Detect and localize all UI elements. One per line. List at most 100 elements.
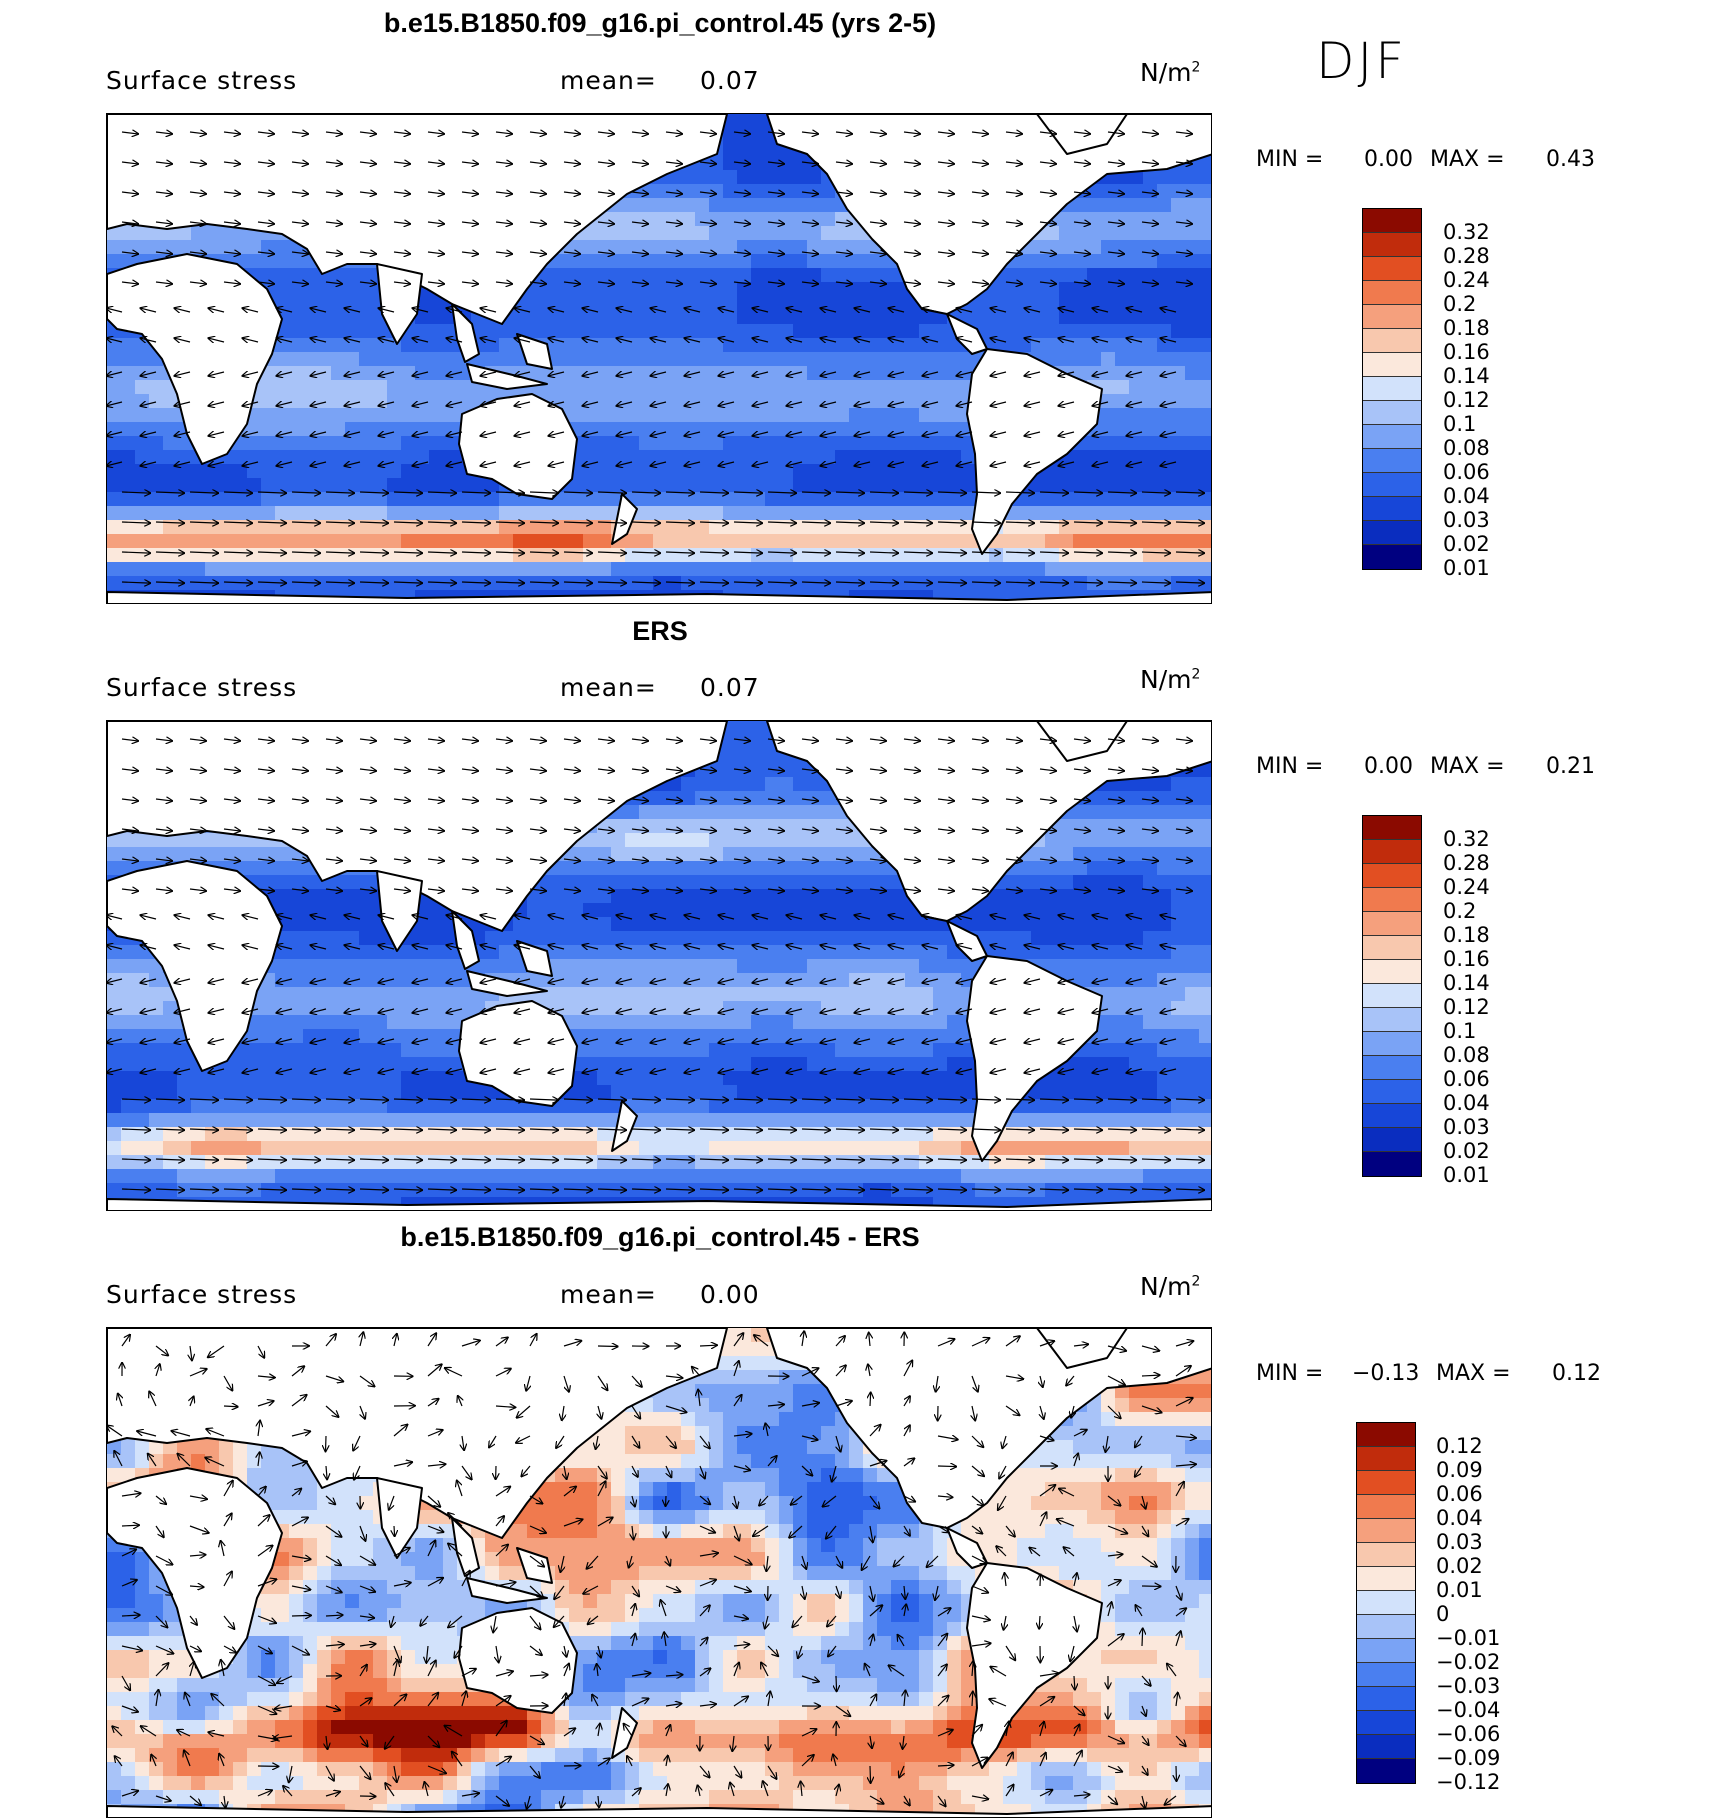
max-value: 0.12 <box>1552 1361 1601 1386</box>
colorbar-swatch <box>1357 1639 1415 1663</box>
colorbar-tick-label: 0.32 <box>1443 827 1490 851</box>
max-label: MAX = <box>1436 1361 1511 1386</box>
mean-value: 0.07 <box>700 673 760 702</box>
colorbar-swatch <box>1363 912 1421 936</box>
colorbar-tick-label: −0.09 <box>1436 1746 1500 1770</box>
colorbar-swatch <box>1363 1152 1421 1176</box>
colorbar-tick-label: −0.06 <box>1436 1722 1500 1746</box>
colorbar-tick-label: 0.16 <box>1443 340 1490 364</box>
colorbar-swatch <box>1363 840 1421 864</box>
colorbar-swatch <box>1363 473 1421 497</box>
colorbar-swatch <box>1363 449 1421 473</box>
colorbar-tick-label: −0.03 <box>1436 1674 1500 1698</box>
variable-label: Surface stress <box>106 673 297 702</box>
colorbar-swatch <box>1363 1104 1421 1128</box>
min-label: MIN = <box>1256 754 1323 779</box>
colorbar-difference <box>1356 1422 1416 1784</box>
colorbar-swatch <box>1357 1423 1415 1447</box>
colorbar-tick-label: 0.1 <box>1443 412 1490 436</box>
colorbar-tick-label: −0.01 <box>1436 1626 1500 1650</box>
colorbar-swatch <box>1363 281 1421 305</box>
panel-title: b.e15.B1850.f09_g16.pi_control.45 - ERS <box>0 1222 1320 1253</box>
colorbar-swatch <box>1363 1080 1421 1104</box>
min-label: MIN = <box>1256 147 1323 172</box>
max-value: 0.21 <box>1546 754 1595 779</box>
colorbar-swatch <box>1363 1008 1421 1032</box>
colorbar-swatch <box>1357 1495 1415 1519</box>
colorbar-swatch <box>1363 960 1421 984</box>
colorbar-tick-label: 0.14 <box>1443 364 1490 388</box>
colorbar-swatch <box>1363 1128 1421 1152</box>
colorbar-tick-label: 0.02 <box>1443 1139 1490 1163</box>
colorbar-swatch <box>1363 257 1421 281</box>
colorbar-swatch <box>1363 1032 1421 1056</box>
colorbar-swatch <box>1363 425 1421 449</box>
colorbar-tick-label: 0.06 <box>1443 1067 1490 1091</box>
colorbar-tick-label: 0.28 <box>1443 244 1490 268</box>
min-label: MIN = <box>1256 1361 1323 1386</box>
colorbar-swatch <box>1363 233 1421 257</box>
colorbar-tick-label: 0.12 <box>1436 1434 1500 1458</box>
panel-title: b.e15.B1850.f09_g16.pi_control.45 (yrs 2… <box>0 8 1320 39</box>
mean-label: mean= <box>560 66 657 95</box>
mean-label: mean= <box>560 1280 657 1309</box>
colorbar-tick-label: 0.2 <box>1443 292 1490 316</box>
colorbar-tick-label: 0.32 <box>1443 220 1490 244</box>
colorbar-tick-label: 0.12 <box>1443 995 1490 1019</box>
colorbar-swatch <box>1357 1519 1415 1543</box>
colorbar-swatch <box>1363 497 1421 521</box>
colorbar-swatch <box>1363 545 1421 569</box>
colorbar-swatch <box>1357 1687 1415 1711</box>
colorbar-swatch <box>1357 1663 1415 1687</box>
units-label: N/m2 <box>1140 1272 1200 1301</box>
colorbar-model <box>1362 208 1422 570</box>
colorbar-swatch <box>1363 816 1421 840</box>
colorbar-swatch <box>1357 1591 1415 1615</box>
colorbar-swatch <box>1357 1471 1415 1495</box>
season-label: DJF <box>1316 32 1407 90</box>
max-value: 0.43 <box>1546 147 1595 172</box>
map-canvas <box>107 721 1212 1211</box>
colorbar-tick-label: 0.2 <box>1443 899 1490 923</box>
colorbar-swatch <box>1363 864 1421 888</box>
colorbar-swatch <box>1363 401 1421 425</box>
colorbar-tick-label: 0.03 <box>1436 1530 1500 1554</box>
colorbar-tick-label: 0.02 <box>1443 532 1490 556</box>
colorbar-swatch <box>1357 1567 1415 1591</box>
colorbar-tick-label: 0.01 <box>1443 1163 1490 1187</box>
map-panel-ers <box>106 720 1212 1211</box>
colorbar-swatch <box>1363 329 1421 353</box>
colorbar-tick-label: 0.16 <box>1443 947 1490 971</box>
map-canvas <box>107 1328 1212 1818</box>
colorbar-swatch <box>1363 936 1421 960</box>
colorbar-tick-label: 0.09 <box>1436 1458 1500 1482</box>
colorbar-swatch <box>1357 1759 1415 1783</box>
colorbar-tick-label: 0.12 <box>1443 388 1490 412</box>
colorbar-swatch <box>1357 1735 1415 1759</box>
min-value: −0.13 <box>1352 1361 1419 1386</box>
variable-label: Surface stress <box>106 1280 297 1309</box>
colorbar-swatch <box>1363 1056 1421 1080</box>
map-panel-difference <box>106 1327 1212 1818</box>
colorbar-swatch <box>1363 377 1421 401</box>
colorbar-tick-label: 0.24 <box>1443 875 1490 899</box>
map-panel-model <box>106 113 1212 604</box>
max-label: MAX = <box>1430 754 1505 779</box>
colorbar-tick-label: 0.04 <box>1443 484 1490 508</box>
colorbar-swatch <box>1363 984 1421 1008</box>
colorbar-tick-label: 0.24 <box>1443 268 1490 292</box>
colorbar-tick-label: 0.06 <box>1443 460 1490 484</box>
colorbar-swatch <box>1363 353 1421 377</box>
colorbar-swatch <box>1363 305 1421 329</box>
colorbar-swatch <box>1363 521 1421 545</box>
colorbar-tick-label: 0.18 <box>1443 923 1490 947</box>
variable-label: Surface stress <box>106 66 297 95</box>
colorbar-ers <box>1362 815 1422 1177</box>
map-canvas <box>107 114 1212 604</box>
units-label: N/m2 <box>1140 58 1200 87</box>
colorbar-swatch <box>1363 209 1421 233</box>
units-label: N/m2 <box>1140 665 1200 694</box>
colorbar-tick-label: 0.28 <box>1443 851 1490 875</box>
